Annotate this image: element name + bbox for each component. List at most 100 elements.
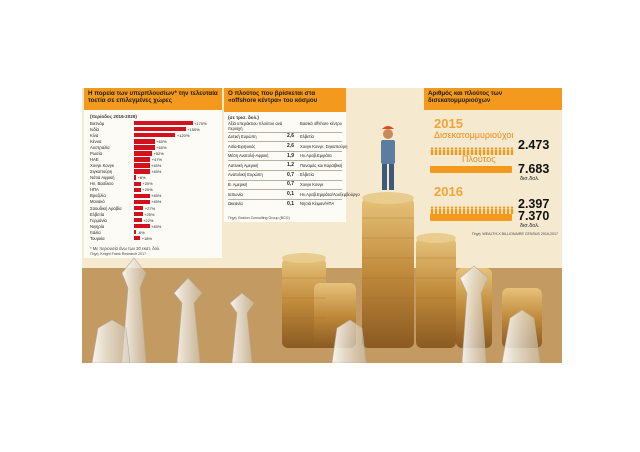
table-region: Ωκεανία — [228, 201, 243, 207]
table-row-divider — [228, 169, 342, 171]
person-icon — [478, 147, 482, 155]
people-icons-2015 — [430, 142, 514, 155]
year-2015: 2015 — [434, 116, 463, 131]
person-icon — [458, 206, 462, 214]
person-icon — [510, 147, 514, 155]
bar-value-label: +45% — [151, 199, 162, 205]
table-value: 0,1 — [287, 191, 294, 197]
billionaires-source: Πηγή: WEALTH-X BILLIONAIRE CENSUS 2016-2… — [472, 232, 559, 236]
table-row-divider — [228, 150, 342, 152]
bar-category-label: Νότια Αφρική — [90, 175, 115, 181]
table-center: Παναμάς και Καραϊβική — [300, 162, 343, 168]
table-center: Χονγκ Κονγκ, Σιγκαπούρη — [300, 143, 348, 149]
person-icon — [466, 147, 470, 155]
person-icon — [490, 206, 494, 214]
bar-value-label: +45% — [151, 163, 162, 169]
bar — [134, 211, 143, 217]
person-icon — [434, 206, 438, 214]
bar — [134, 127, 186, 132]
table-row-divider — [228, 160, 342, 162]
person-icon — [486, 147, 490, 155]
person-icon — [466, 206, 470, 214]
bar-value-label: +45% — [151, 169, 162, 175]
table-value: 1,2 — [287, 162, 294, 169]
person-icon — [450, 206, 454, 214]
bar — [134, 175, 137, 180]
person-icon — [442, 206, 446, 214]
bar-category-label: Χονγκ Κονγκ — [90, 163, 114, 169]
table-row-divider — [228, 131, 342, 133]
table-region: Ανατολική Ευρώπη — [228, 172, 263, 178]
bar — [134, 217, 142, 223]
bar-category-label: Τουρκία — [90, 235, 105, 241]
bar-category-label: Ινδία — [90, 126, 99, 132]
super-rich-title: Η πορεία των υπερπλουσίων* την τελευταία… — [84, 88, 222, 110]
table-region: Λατινική Αμερική — [228, 162, 259, 168]
person-icon — [430, 206, 434, 214]
chess-pieces — [91, 257, 541, 363]
bar-value-label: +120% — [176, 132, 190, 138]
super-rich-source: Πηγή: Knight Frank Research 2017 — [90, 252, 147, 256]
person-icon — [506, 147, 510, 155]
person-icon — [430, 147, 434, 155]
person-icon — [502, 147, 506, 155]
bar-value-label: +47% — [151, 157, 163, 163]
table-center: Ελβετία — [300, 134, 314, 139]
offshore-panel: Ο πλούτος που βρίσκεται στα «offshore κέ… — [224, 88, 360, 222]
person-icon — [478, 206, 482, 214]
businessman-figure — [381, 126, 395, 190]
bar-category-label: Ελβετία — [90, 211, 105, 217]
bar-category-label: Αυστραλία — [90, 145, 110, 150]
person-icon — [446, 206, 450, 214]
table-value: 0,7 — [287, 181, 294, 188]
bar-value-label: -6% — [137, 229, 145, 235]
person-icon — [438, 147, 442, 155]
wealth-unit-2015: δισ.δολ. — [520, 176, 540, 182]
table-center: Νησιά Κέιμαν/ΗΠΑ — [300, 201, 335, 207]
bar — [134, 235, 141, 241]
bar — [134, 139, 155, 144]
people-icons-2016 — [430, 201, 514, 214]
bar-value-label: +45% — [151, 223, 162, 229]
table-value: 0,1 — [287, 200, 294, 207]
person-icon — [498, 206, 502, 214]
person-icon — [482, 206, 486, 214]
bar — [134, 229, 137, 235]
wealth-bar-2016 — [430, 214, 512, 221]
wealth-bar-2015 — [430, 166, 512, 173]
person-icon — [502, 206, 506, 214]
table-center: Ελβετία — [300, 172, 314, 178]
table-row-divider — [228, 189, 342, 191]
table-region: Δυτική Ευρώπη — [228, 134, 257, 139]
bar-category-label: Γερμανία — [90, 217, 107, 223]
bar-category-label: Βιετνάμ — [90, 120, 105, 126]
wealth-label-2015: Πλούτος — [462, 154, 496, 164]
offshore-subtitle: (σε τρισ. δολ.) — [228, 115, 259, 120]
person-icon — [434, 147, 438, 155]
billionaires-count-label-2015: Δισεκατομμυριούχοι — [434, 130, 514, 140]
table-region: Ασία-Ειρηνικός — [228, 143, 256, 149]
bar-value-label: +60% — [156, 145, 167, 150]
bar-category-label: Σαουδική Αραβία — [90, 205, 122, 211]
super-rich-note: * Με περιουσία άνω των 30 εκατ. δολ. — [90, 246, 161, 251]
bar-category-label: Ιταλία — [90, 229, 101, 235]
person-icon — [486, 206, 490, 214]
bar-category-label: Σιγκαπούρη — [90, 169, 113, 175]
person-icon — [474, 206, 478, 214]
person-icon — [474, 147, 478, 155]
bar-value-label: +45% — [151, 193, 162, 199]
person-icon — [498, 147, 502, 155]
offshore-col2-header: Βασικό offshore κέντρο — [300, 121, 342, 126]
person-icon — [482, 147, 486, 155]
billionaires-title: Αριθμός και πλούτος των δισεκατομμυριούχ… — [424, 88, 562, 110]
table-value: 0,7 — [287, 171, 294, 178]
bar — [134, 181, 141, 186]
person-icon — [450, 147, 454, 155]
table-row-divider — [228, 179, 342, 181]
bar-category-label: Κένυα — [90, 138, 102, 144]
wealth-2016: 7.370 — [518, 209, 550, 223]
bar — [134, 133, 176, 138]
bar-category-label: Ην. Βασίλειο — [90, 181, 114, 187]
table-value: 2,6 — [287, 143, 294, 149]
person-icon — [510, 206, 514, 214]
